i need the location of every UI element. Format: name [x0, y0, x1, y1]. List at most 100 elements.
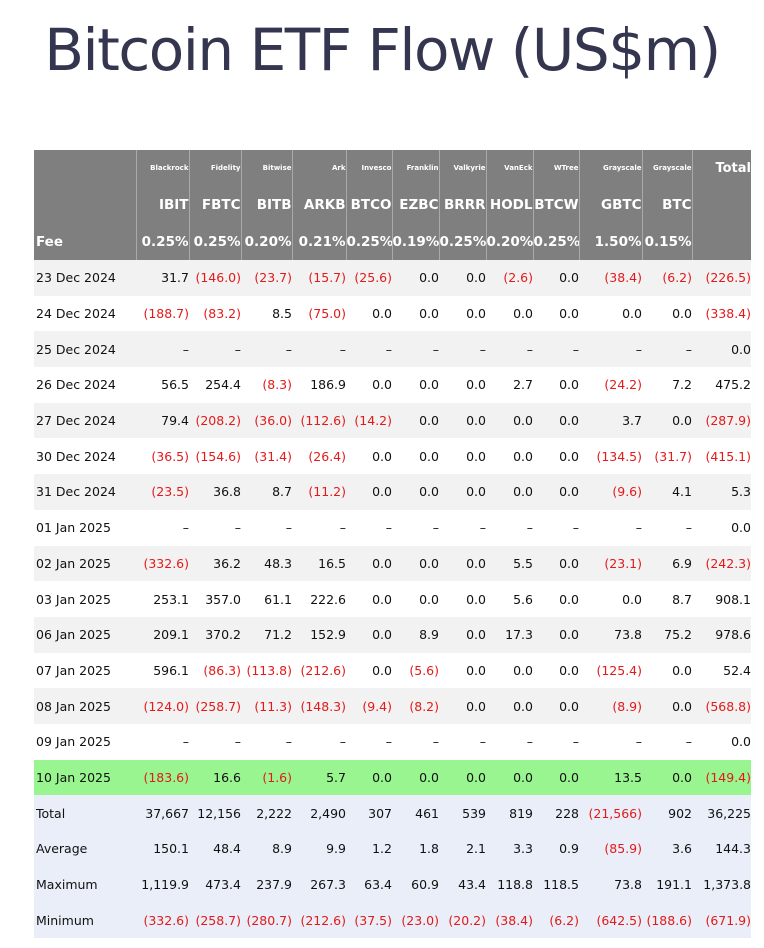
flow-cell: 0.0 — [533, 295, 579, 332]
row-total-cell: 0.0 — [692, 723, 751, 760]
flow-cell: – — [189, 509, 241, 546]
flow-cell: 0.0 — [642, 688, 692, 724]
summary-cell: 144.3 — [692, 831, 751, 867]
flow-cell: – — [346, 723, 392, 760]
issuer-name: Franklin — [391, 150, 439, 186]
flow-cell: 0.0 — [533, 545, 579, 582]
issuer-name: Blackrock — [135, 150, 189, 186]
flow-cell: 0.0 — [346, 616, 392, 653]
flow-cell: (31.7) — [642, 438, 692, 475]
summary-label: Average — [34, 831, 136, 867]
flow-cell: (154.6) — [189, 438, 241, 475]
summary-cell: 8.9 — [241, 831, 292, 867]
flow-cell: 254.4 — [189, 367, 241, 403]
issuer-name: Invesco — [345, 150, 392, 186]
row-total-cell: (338.4) — [692, 295, 751, 332]
flow-cell: (134.5) — [579, 438, 642, 475]
fee-value: 0.25% — [135, 224, 189, 260]
summary-cell: 267.3 — [292, 866, 346, 903]
flow-cell: 0.0 — [486, 759, 533, 796]
summary-cell: 9.9 — [292, 831, 346, 867]
flow-cell: – — [533, 331, 579, 368]
fee-value: 0.15% — [641, 224, 692, 260]
table-row: 03 Jan 2025 253.1 357.0 61.1 222.6 0.0 0.0 0.0 5… — [34, 581, 751, 617]
table-row: 08 Jan 2025 (124.0) (258.7) (11.3) (148.3) (9… — [34, 688, 751, 724]
flow-cell: 222.6 — [292, 581, 346, 617]
fee-value: 0.25% — [188, 224, 241, 260]
issuer-name: VanEck — [485, 150, 533, 186]
flow-cell: 16.5 — [292, 545, 346, 582]
flow-cell: (2.6) — [486, 260, 533, 296]
flow-cell: – — [241, 509, 292, 546]
summary-cell: 1.8 — [392, 831, 439, 867]
flow-cell: 0.0 — [346, 652, 392, 689]
summary-cell: 473.4 — [189, 866, 241, 903]
fee-value: 0.20% — [485, 224, 533, 260]
flow-cell: 0.0 — [346, 474, 392, 510]
row-date: 23 Dec 2024 — [34, 260, 136, 296]
flow-cell: 36.2 — [189, 545, 241, 582]
flow-cell: 0.0 — [439, 295, 486, 332]
flow-cell: 0.0 — [533, 616, 579, 653]
flow-cell: (24.2) — [579, 367, 642, 403]
table-row: 23 Dec 2024 31.7 (146.0) (23.7) (15.7) (25.6)… — [34, 260, 751, 296]
flow-cell: (188.7) — [136, 295, 189, 332]
row-total-cell: 978.6 — [692, 616, 751, 653]
flow-cell: 0.0 — [392, 367, 439, 403]
issuer-name: Valkyrie — [438, 150, 486, 186]
flow-cell: (25.6) — [346, 260, 392, 296]
table-row: 01 Jan 2025– – – – – – – – – – –0.0 — [34, 509, 751, 546]
header-corner — [34, 186, 136, 224]
fee-header-row: Fee 0.25% 0.25% 0.20% 0.21% 0.25% 0.19% 0.25% 0.… — [34, 224, 751, 260]
flow-cell: 0.0 — [392, 402, 439, 439]
flow-cell: 0.0 — [533, 688, 579, 724]
issuer-name: Grayscale — [578, 150, 642, 186]
flow-cell: 0.0 — [533, 367, 579, 403]
summary-cell: 118.8 — [486, 866, 533, 903]
flow-cell: 0.0 — [346, 545, 392, 582]
flow-cell: 186.9 — [292, 367, 346, 403]
ticker-symbol: BTC — [641, 186, 692, 224]
row-total-cell: (242.3) — [692, 545, 751, 582]
flow-cell: 0.0 — [439, 616, 486, 653]
row-date: 01 Jan 2025 — [34, 509, 136, 546]
row-total-cell: 475.2 — [692, 367, 751, 403]
total-column-header: Total — [691, 150, 751, 186]
flow-cell: 5.5 — [486, 545, 533, 582]
flow-cell: (9.4) — [346, 688, 392, 724]
issuer-header-row: Blackrock Fidelity Bitwise Ark Invesco Frankl… — [34, 150, 751, 186]
row-total-cell: (149.4) — [692, 759, 751, 796]
row-date: 30 Dec 2024 — [34, 438, 136, 475]
summary-cell: 228 — [533, 795, 579, 831]
header-blank — [691, 186, 751, 224]
row-date: 02 Jan 2025 — [34, 545, 136, 582]
flow-cell: 0.0 — [346, 367, 392, 403]
flow-cell: 0.0 — [486, 402, 533, 439]
ticker-symbol: BITB — [240, 186, 292, 224]
flow-cell: (148.3) — [292, 688, 346, 724]
table-row: 27 Dec 2024 79.4 (208.2) (36.0) (112.6) (14.2… — [34, 402, 751, 439]
table-row: 30 Dec 2024 (36.5) (154.6) (31.4) (26.4) 0.0 0… — [34, 438, 751, 475]
flow-cell: (38.4) — [579, 260, 642, 296]
summary-cell: 191.1 — [642, 866, 692, 903]
flow-cell: 73.8 — [579, 616, 642, 653]
ticker-symbol: HODL — [485, 186, 533, 224]
fee-value: 0.21% — [291, 224, 346, 260]
issuer-name: Bitwise — [240, 150, 292, 186]
flow-cell: 0.0 — [533, 581, 579, 617]
summary-cell: 48.4 — [189, 831, 241, 867]
flow-cell: 0.0 — [392, 581, 439, 617]
row-date: 27 Dec 2024 — [34, 402, 136, 439]
flow-cell: 16.6 — [189, 759, 241, 796]
flow-cell: 0.0 — [439, 545, 486, 582]
flow-cell: – — [533, 723, 579, 760]
row-date: 06 Jan 2025 — [34, 616, 136, 653]
flow-cell: 5.7 — [292, 759, 346, 796]
summary-cell: 902 — [642, 795, 692, 831]
summary-cell: 12,156 — [189, 795, 241, 831]
table-row: 02 Jan 2025 (332.6) 36.2 48.3 16.5 0.0 0.0 0.0 5… — [34, 545, 751, 582]
ticker-symbol: IBIT — [135, 186, 189, 224]
summary-cell: 63.4 — [346, 866, 392, 903]
fee-value: 0.25% — [438, 224, 486, 260]
flow-cell: 370.2 — [189, 616, 241, 653]
